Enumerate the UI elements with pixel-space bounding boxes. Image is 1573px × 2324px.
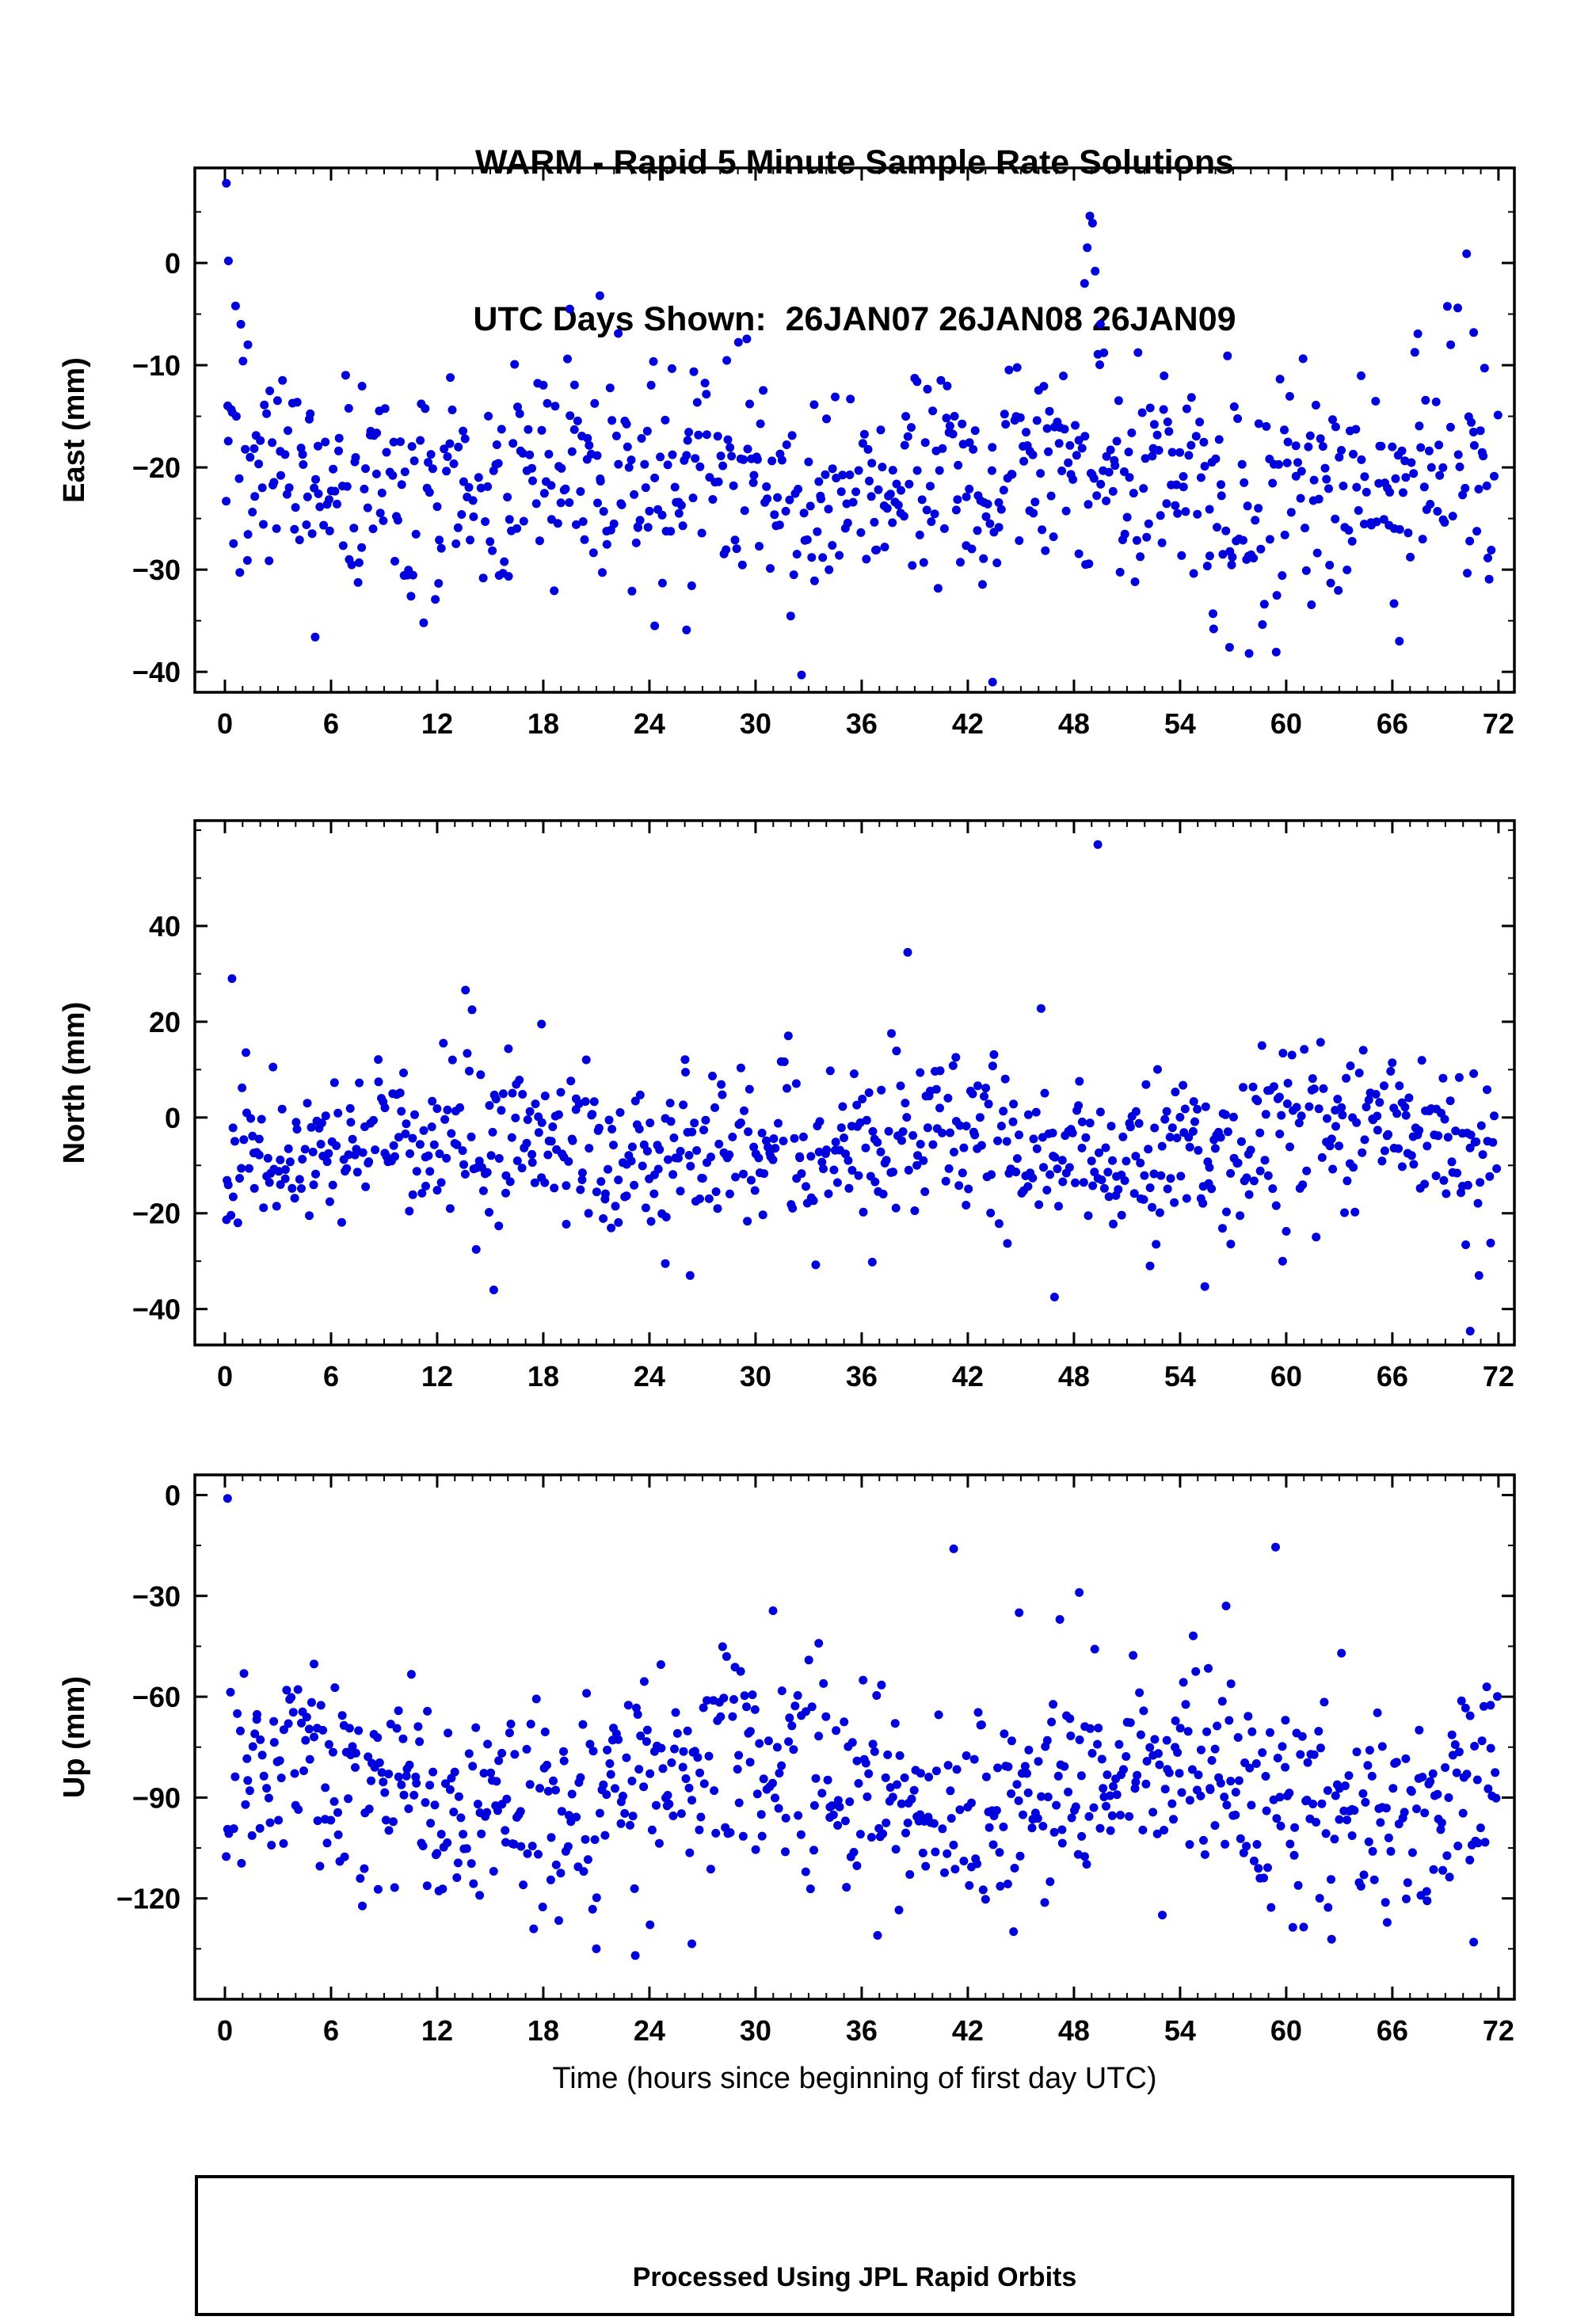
x-tick-label: 0 <box>217 1360 233 1392</box>
x-tick-label: 42 <box>952 2014 984 2047</box>
x-tick-label: 12 <box>421 1360 453 1392</box>
chart-title: WARM - Rapid 5 Minute Sample Rate Soluti… <box>195 32 1514 450</box>
y-tick-label: −10 <box>132 349 181 382</box>
x-tick-label: 54 <box>1164 2014 1196 2047</box>
plot-frame <box>193 819 1516 1347</box>
x-tick-label: 72 <box>1483 1360 1514 1392</box>
x-tick-label: 24 <box>634 707 665 740</box>
x-tick-label: 60 <box>1270 2014 1302 2047</box>
x-tick-label: 72 <box>1483 707 1514 740</box>
x-tick-label: 36 <box>846 1360 878 1392</box>
y-tick-label: −60 <box>132 1681 181 1713</box>
y-axis-label: Up (mm) <box>58 1676 91 1798</box>
x-tick-label: 48 <box>1058 1360 1090 1392</box>
y-tick-label: 0 <box>165 1102 181 1134</box>
x-tick-label: 42 <box>952 707 984 740</box>
x-tick-label: 6 <box>323 707 339 740</box>
x-tick-label: 48 <box>1058 707 1090 740</box>
x-axis-label: Time (hours since beginning of first day… <box>552 2062 1156 2095</box>
y-tick-label: −30 <box>132 1580 181 1613</box>
y-tick-label: −30 <box>132 554 181 586</box>
x-tick-label: 60 <box>1270 1360 1302 1392</box>
x-tick-label: 30 <box>740 2014 771 2047</box>
footer-box: Processed Using JPL Rapid Orbits by the … <box>195 2175 1514 2316</box>
y-tick-label: −120 <box>116 1883 181 1915</box>
x-tick-label: 72 <box>1483 2014 1514 2047</box>
y-tick-label: −40 <box>132 1293 181 1326</box>
plot-frame <box>193 166 1516 694</box>
data-points <box>222 840 1502 1335</box>
y-tick-label: 0 <box>165 247 181 280</box>
y-axis-label: North (mm) <box>58 1002 91 1164</box>
x-tick-label: 18 <box>528 707 559 740</box>
x-tick-label: 54 <box>1164 707 1196 740</box>
x-tick-label: 36 <box>846 2014 878 2047</box>
x-tick-label: 12 <box>421 2014 453 2047</box>
y-tick-label: −90 <box>132 1781 181 1814</box>
x-tick-label: 18 <box>528 2014 559 2047</box>
x-tick-label: 6 <box>323 1360 339 1392</box>
x-tick-label: 66 <box>1377 1360 1408 1392</box>
x-tick-label: 66 <box>1377 707 1408 740</box>
x-tick-label: 6 <box>323 2014 339 2047</box>
x-tick-label: 66 <box>1377 2014 1408 2047</box>
x-tick-label: 60 <box>1270 707 1302 740</box>
plot-frame <box>193 1473 1516 2001</box>
footer-line1: Processed Using JPL Rapid Orbits <box>632 2262 1077 2292</box>
x-tick-label: 0 <box>217 707 233 740</box>
x-tick-label: 48 <box>1058 2014 1090 2047</box>
x-tick-label: 12 <box>421 707 453 740</box>
panel-up: 0 6 12 18 24 30 36 42 48 54 60 66 72 0 −30 −60 −90 −120 Up… <box>58 1473 1516 2095</box>
x-tick-label: 42 <box>952 1360 984 1392</box>
x-tick-label: 24 <box>634 1360 665 1392</box>
y-tick-label: −20 <box>132 1198 181 1230</box>
y-tick-label: 20 <box>149 1006 181 1038</box>
data-points <box>222 1494 1502 1960</box>
y-tick-label: 40 <box>149 910 181 943</box>
panel-east: 0 6 12 18 24 30 36 42 48 54 60 66 72 0 −10 −20 −30 −40 Eas… <box>58 166 1516 740</box>
x-tick-label: 18 <box>528 1360 559 1392</box>
y-axis-label: East (mm) <box>58 357 91 503</box>
y-tick-label: −40 <box>132 656 181 688</box>
y-tick-label: −20 <box>132 451 181 484</box>
data-points <box>222 178 1503 687</box>
chart-title-line1: WARM - Rapid 5 Minute Sample Rate Soluti… <box>474 143 1234 181</box>
y-tick-label: 0 <box>165 1479 181 1511</box>
panel-north: 0 6 12 18 24 30 36 42 48 54 60 66 72 40 20 0 −20 −40 North… <box>58 819 1516 1392</box>
x-tick-label: 36 <box>846 707 878 740</box>
x-tick-label: 0 <box>217 2014 233 2047</box>
x-tick-label: 30 <box>740 707 771 740</box>
x-tick-label: 24 <box>634 2014 665 2047</box>
x-tick-label: 54 <box>1164 1360 1196 1392</box>
x-tick-label: 30 <box>740 1360 771 1392</box>
